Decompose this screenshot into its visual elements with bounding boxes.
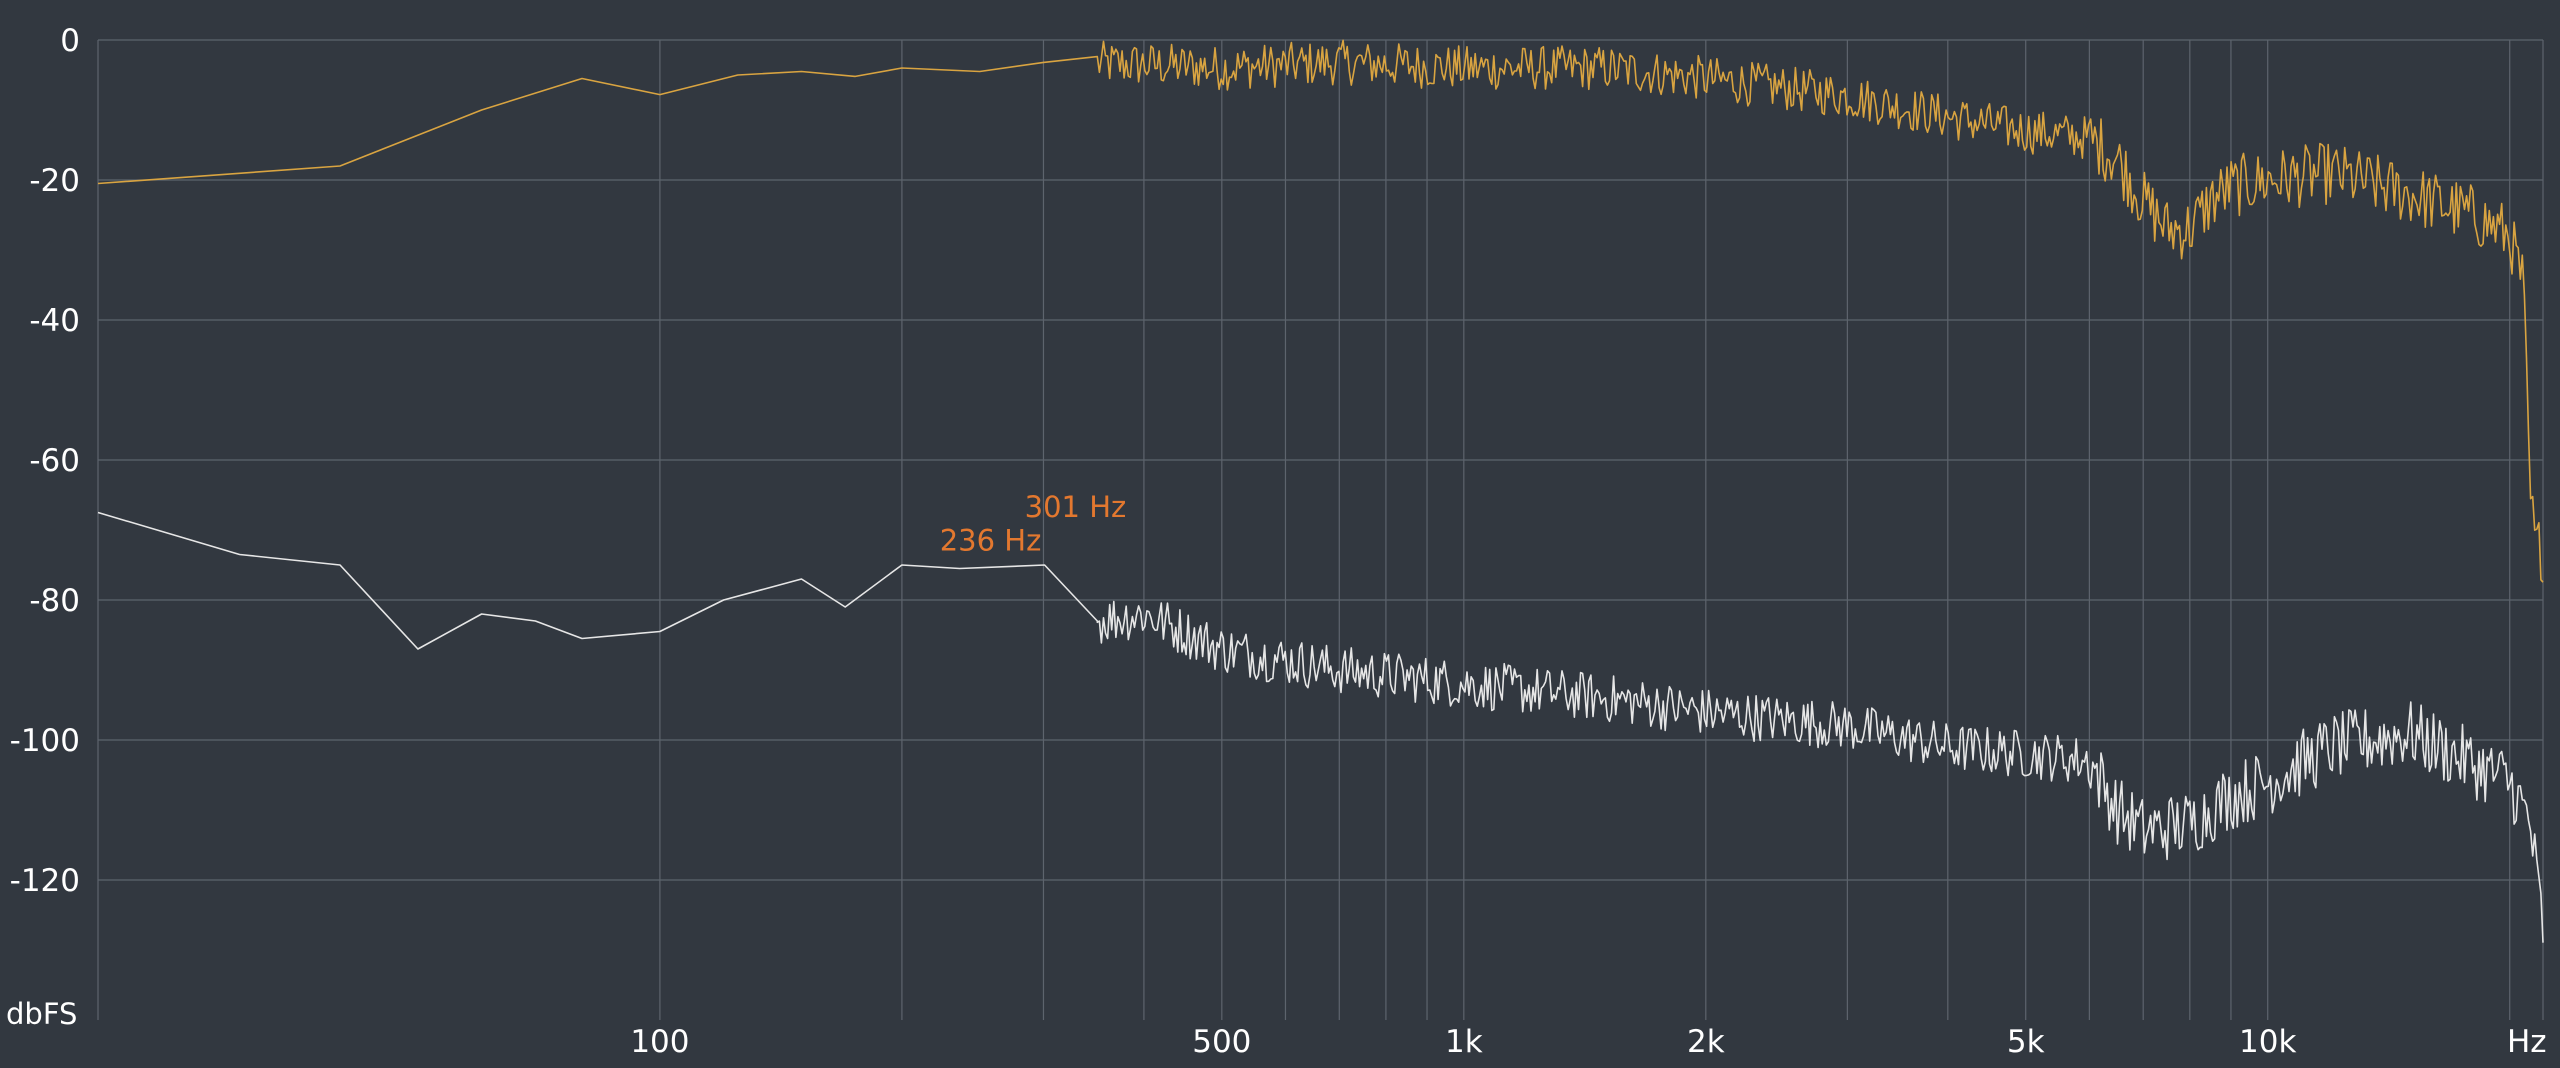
peak-annotation: 301 Hz bbox=[1025, 490, 1127, 524]
y-axis-ticks: 0 -20 -40 -60 -80 -100 -120 bbox=[10, 23, 80, 899]
y-tick-label: -40 bbox=[29, 303, 80, 339]
plot-area bbox=[98, 40, 2543, 1020]
x-tick-label: 10k bbox=[2239, 1024, 2296, 1060]
series-group bbox=[97, 39, 2544, 943]
y-tick-label: -120 bbox=[10, 863, 80, 899]
x-tick-label: 5k bbox=[2007, 1024, 2045, 1060]
y-tick-label: -80 bbox=[29, 583, 80, 619]
series-1-line bbox=[97, 39, 2544, 583]
x-axis-ticks: 100 500 1k 2k 5k 10k Hz bbox=[630, 1024, 2546, 1060]
y-tick-label: -20 bbox=[29, 163, 80, 199]
series-2-line bbox=[97, 511, 2544, 943]
y-axis-unit-label: dbFS bbox=[6, 997, 77, 1031]
x-tick-label: 1k bbox=[1445, 1024, 1483, 1060]
x-tick-label: 500 bbox=[1192, 1024, 1251, 1060]
peak-annotation: 236 Hz bbox=[940, 524, 1042, 558]
x-tick-label: Hz bbox=[2507, 1024, 2547, 1060]
grid bbox=[97, 39, 2544, 1020]
y-tick-label: 0 bbox=[60, 23, 80, 59]
y-tick-label: -60 bbox=[29, 443, 80, 479]
x-tick-label: 2k bbox=[1687, 1024, 1725, 1060]
y-tick-label: -100 bbox=[10, 723, 80, 759]
x-tick-label: 100 bbox=[630, 1024, 689, 1060]
